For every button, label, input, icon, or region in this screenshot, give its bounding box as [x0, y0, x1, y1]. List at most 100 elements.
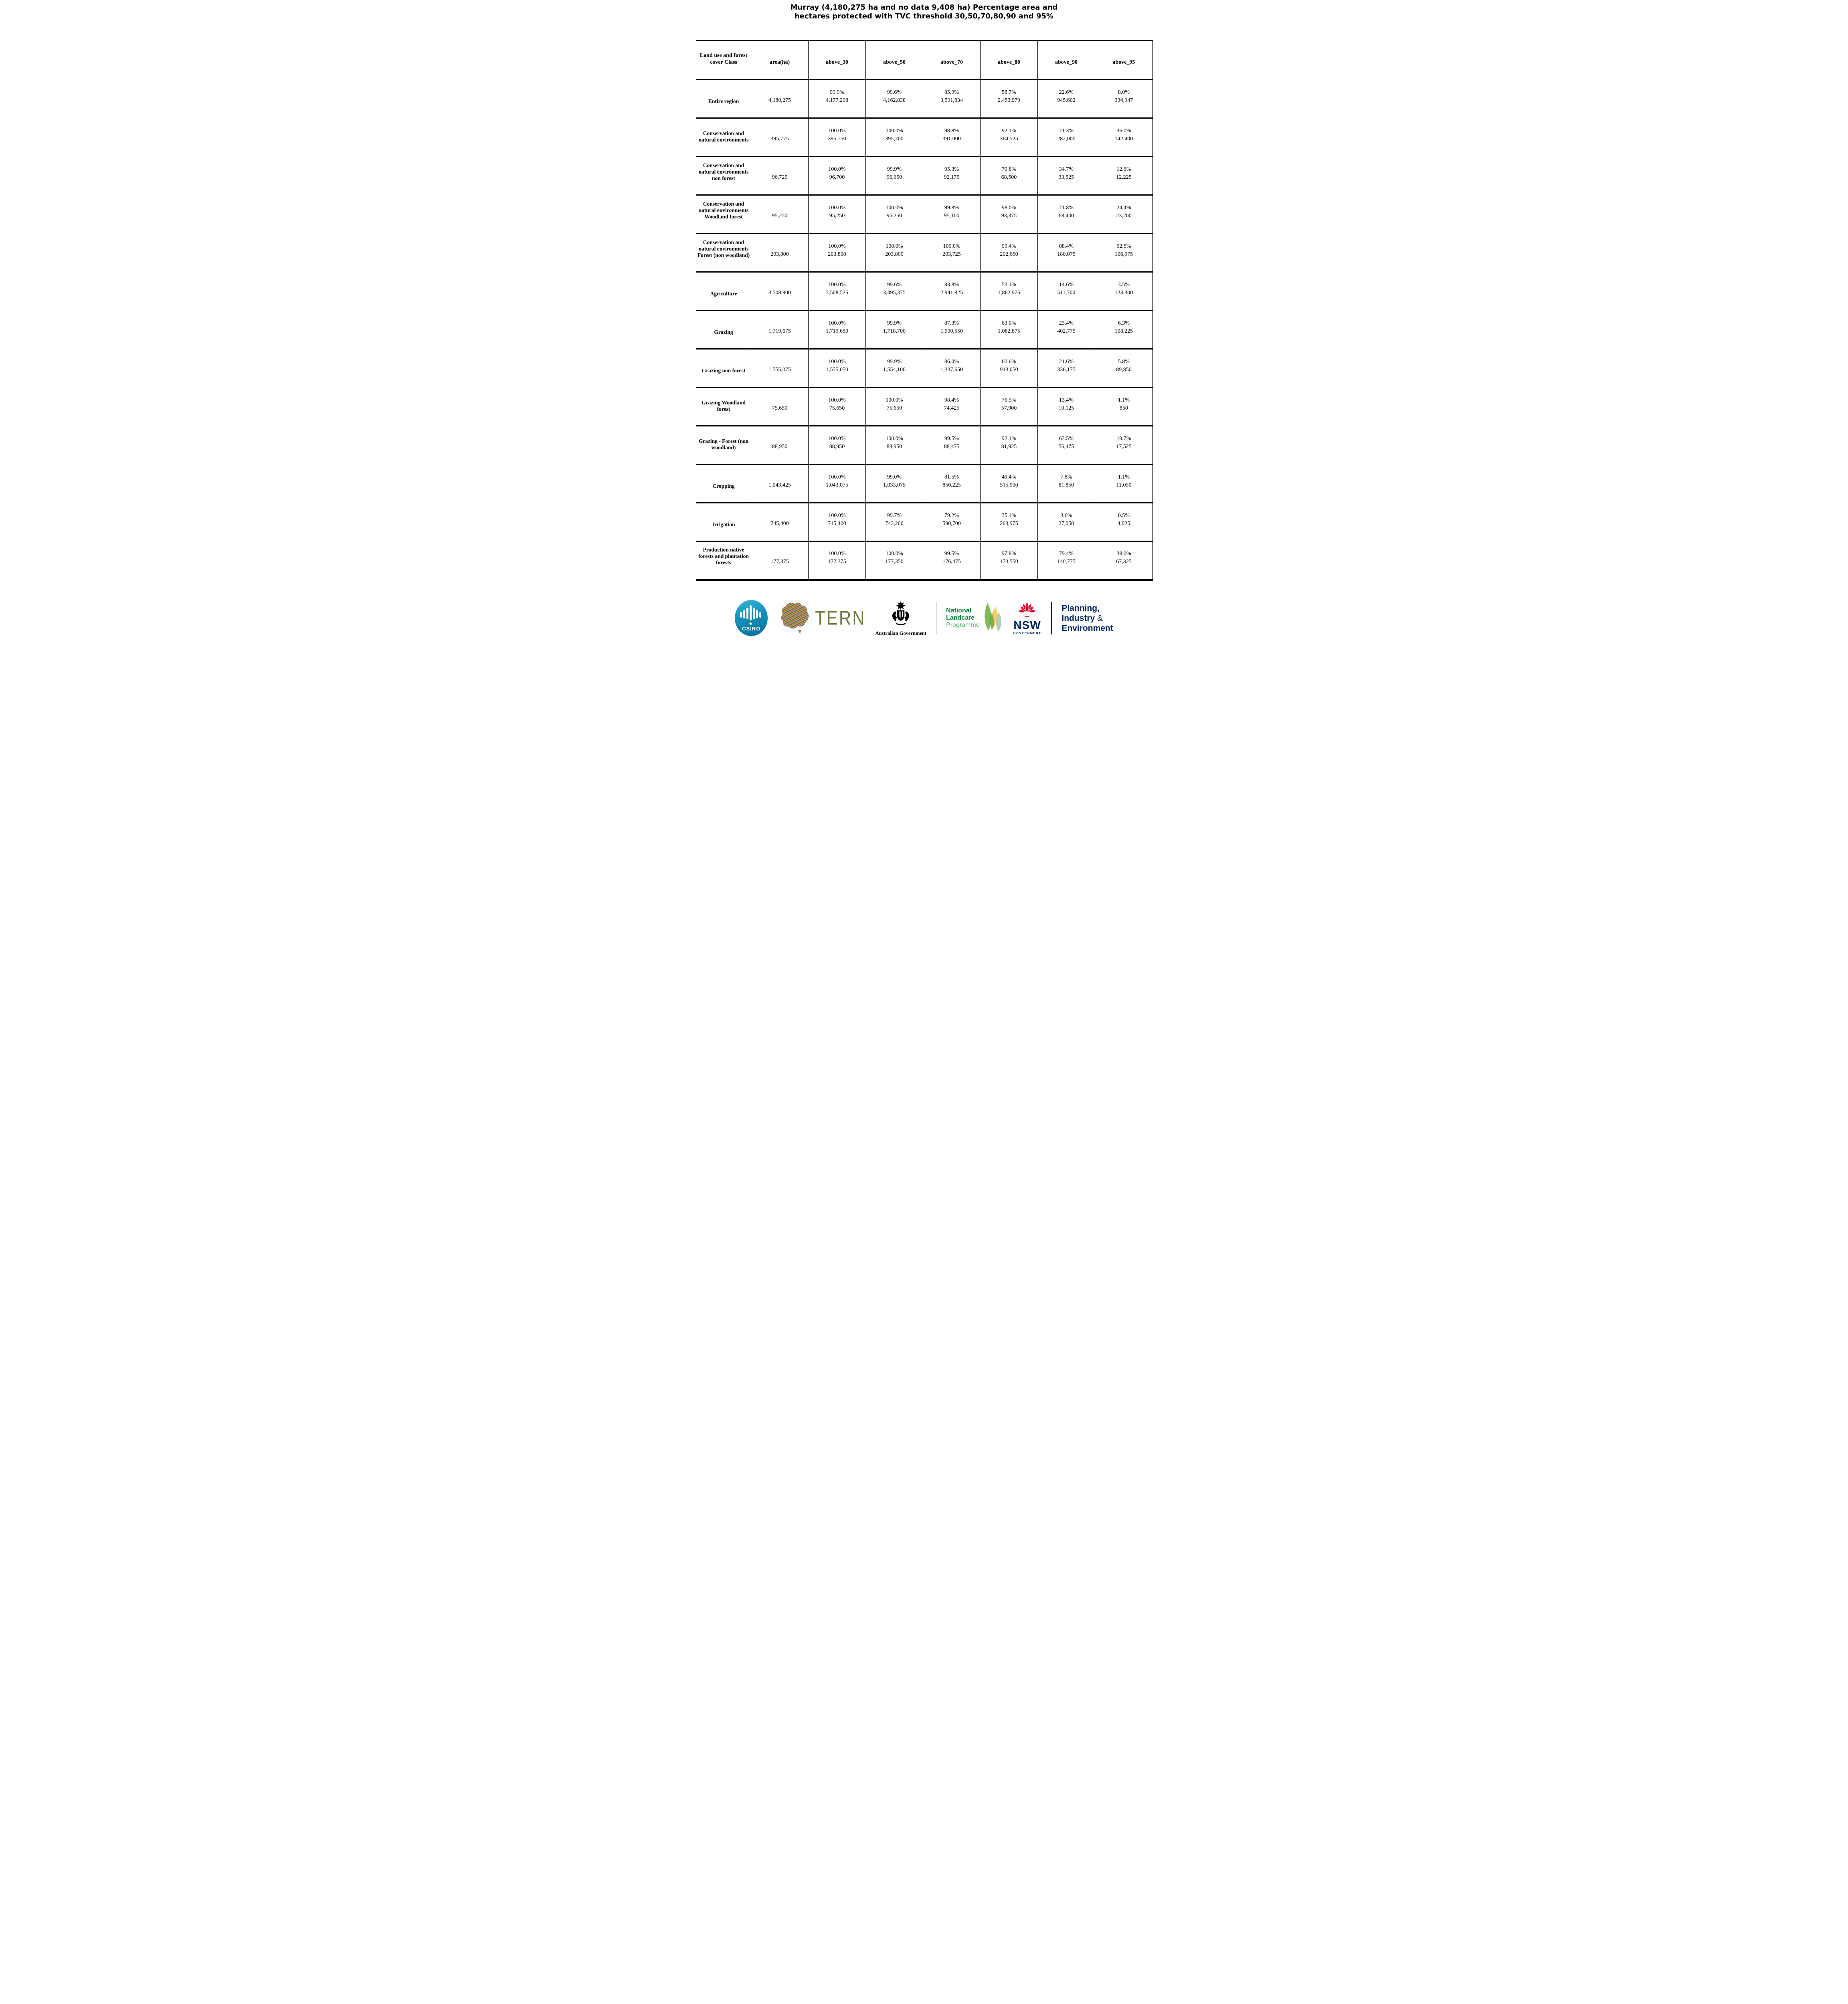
hectares-value: 81,925: [1001, 443, 1017, 450]
area-value: 96,725: [772, 174, 788, 180]
percent-value: 98.8%: [944, 127, 959, 134]
area-value: 4,180,275: [768, 97, 791, 103]
threshold-cell: 14.6% 511,700: [1037, 272, 1095, 311]
hectares-value: 203,800: [828, 251, 846, 257]
percent-value: 3.6%: [1060, 512, 1072, 519]
report-page: { "title": { "line1": "Murray (4,180,275…: [693, 0, 1155, 640]
threshold-cell: 6.3% 108,225: [1095, 310, 1153, 349]
planning-industry-environment-logo: Planning, Industry & Environment: [1061, 603, 1113, 633]
percent-value: 100.0%: [886, 127, 903, 134]
land-use-label: Grazing non forest: [702, 367, 746, 374]
percent-value: 83.8%: [944, 281, 959, 288]
planning-line2: Industry &: [1061, 613, 1103, 623]
percent-value: 85.9%: [944, 89, 959, 95]
percent-value: 87.3%: [944, 320, 959, 326]
hectares-value: 17,525: [1116, 443, 1132, 450]
page-title-line1: Murray (4,180,275 ha and no data 9,408 h…: [790, 3, 1058, 12]
threshold-cell: 100.0% 95,250: [865, 195, 923, 234]
percent-value: 99.9%: [887, 166, 902, 172]
percent-value: 98.0%: [1001, 204, 1017, 211]
area-cell: 395,775: [751, 118, 809, 157]
hectares-value: 95,250: [829, 212, 845, 219]
hectares-value: 1,719,650: [826, 328, 848, 334]
threshold-cell: 100.0% 177,350: [865, 541, 923, 580]
threshold-cell: 79.4% 140,775: [1037, 541, 1095, 580]
hectares-value: 850,225: [942, 482, 961, 488]
threshold-cell: 3.5% 123,300: [1095, 272, 1153, 311]
threshold-cell: 99.8% 95,100: [923, 195, 981, 234]
percent-value: 71.3%: [1059, 127, 1074, 134]
percent-value: 24.4%: [1116, 204, 1131, 211]
hectares-value: 4,162,838: [883, 97, 906, 103]
percent-value: 99.7%: [887, 512, 902, 519]
percent-value: 100.0%: [828, 166, 846, 172]
area-cell: 4,180,275: [751, 79, 809, 118]
hectares-value: 590,700: [942, 520, 961, 527]
threshold-cell: 22.6% 945,602: [1037, 79, 1095, 118]
hectares-value: 68,500: [1001, 174, 1017, 180]
hectares-value: 93,375: [1001, 212, 1017, 219]
percent-value: 12.6%: [1116, 166, 1131, 172]
hectares-value: 75,650: [886, 405, 902, 411]
percent-value: 60.6%: [1001, 358, 1017, 365]
area-value: 203,800: [770, 251, 789, 257]
col-header-landuse: Land use and forest cover Class: [700, 53, 748, 65]
threshold-cell: 81.5% 850,225: [923, 464, 981, 503]
threshold-cell: 100.0% 88,950: [865, 426, 923, 465]
threshold-cell: 99.4% 202,650: [980, 233, 1038, 272]
threshold-cell: 99.9% 4,177,298: [808, 79, 866, 118]
table-row: Grazing non forest 1,555,075 100.0% 1,55…: [696, 349, 1153, 388]
land-use-label: Irrigation: [712, 521, 735, 527]
threshold-cell: 99.6% 3,495,375: [865, 272, 923, 311]
percent-value: 100.0%: [828, 358, 846, 365]
tern-label: TERN: [815, 606, 866, 629]
tern-logo: TERN: [777, 600, 865, 636]
nsw-label: NSW: [1013, 619, 1041, 631]
hectares-value: 74,425: [944, 405, 960, 411]
percent-value: 100.0%: [828, 551, 846, 557]
hectares-value: 23,200: [1116, 212, 1132, 219]
page-title-line2: hectares protected with TVC threshold 30…: [794, 12, 1054, 20]
percent-value: 100.0%: [943, 243, 960, 249]
land-use-cell: Agriculture: [696, 272, 751, 311]
land-use-cell: Production native forests and plantation…: [696, 541, 751, 580]
hectares-value: 3,495,375: [883, 289, 906, 296]
area-value: 95,250: [772, 212, 788, 219]
threshold-cell: 53.1% 1,862,975: [980, 272, 1038, 311]
threshold-cell: 7.8% 81,850: [1037, 464, 1095, 503]
hectares-value: 336,175: [1057, 366, 1076, 373]
land-use-cell: Cropping: [696, 465, 751, 503]
percent-value: 99.8%: [944, 204, 959, 211]
area-value: 745,400: [770, 520, 789, 527]
threshold-cell: 98.8% 391,000: [923, 118, 981, 157]
threshold-cell: 97.8% 173,550: [980, 541, 1038, 580]
percent-value: 52.5%: [1116, 243, 1131, 249]
area-cell: 88,950: [751, 426, 809, 465]
percent-value: 22.6%: [1059, 89, 1074, 95]
threshold-cell: 63.0% 1,082,875: [980, 310, 1038, 349]
hectares-value: 177,350: [885, 559, 904, 565]
table-row: Conservation and natural environments Fo…: [696, 233, 1153, 272]
percent-value: 100.0%: [828, 127, 846, 134]
table-row: Agriculture 3,508,900 100.0% 3,508,525 9…: [696, 272, 1153, 311]
hectares-value: 89,850: [1116, 366, 1132, 373]
land-use-label: Entire region: [708, 98, 739, 104]
area-cell: 1,555,075: [751, 349, 809, 388]
page-title: Murray (4,180,275 ha and no data 9,408 h…: [693, 3, 1155, 21]
land-use-cell: Grazing non forest: [696, 349, 751, 388]
percent-value: 70.8%: [1001, 166, 1017, 172]
australian-government-logo: Australian Government: [875, 600, 926, 636]
threshold-cell: 99.0% 1,033,075: [865, 464, 923, 503]
percent-value: 63.0%: [1001, 320, 1017, 326]
hectares-value: 282,000: [1057, 135, 1076, 142]
table-row: Conservation and natural environments no…: [696, 156, 1153, 195]
percent-value: 100.0%: [828, 397, 846, 403]
threshold-cell: 52.5% 106,975: [1095, 233, 1153, 272]
table-row: Grazing - Forest (non woodland) 88,950 1…: [696, 426, 1153, 465]
percent-value: 99.6%: [887, 281, 902, 288]
threshold-cell: 100.0% 75,650: [865, 387, 923, 426]
hectares-value: 177,375: [828, 559, 846, 565]
table-header: Land use and forest cover Class area(ha)…: [696, 40, 1153, 80]
australian-coat-of-arms-icon: [892, 600, 910, 625]
percent-value: 100.0%: [828, 204, 846, 211]
